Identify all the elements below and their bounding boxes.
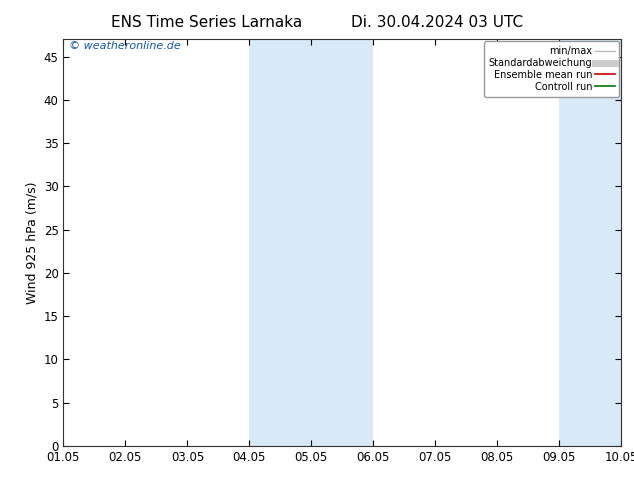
Legend: min/max, Standardabweichung, Ensemble mean run, Controll run: min/max, Standardabweichung, Ensemble me… [484, 41, 619, 97]
Text: © weatheronline.de: © weatheronline.de [69, 41, 181, 51]
Y-axis label: Wind 925 hPa (m/s): Wind 925 hPa (m/s) [25, 181, 38, 304]
Text: ENS Time Series Larnaka          Di. 30.04.2024 03 UTC: ENS Time Series Larnaka Di. 30.04.2024 0… [111, 15, 523, 30]
Bar [559, 39, 621, 446]
Bar [249, 39, 373, 446]
